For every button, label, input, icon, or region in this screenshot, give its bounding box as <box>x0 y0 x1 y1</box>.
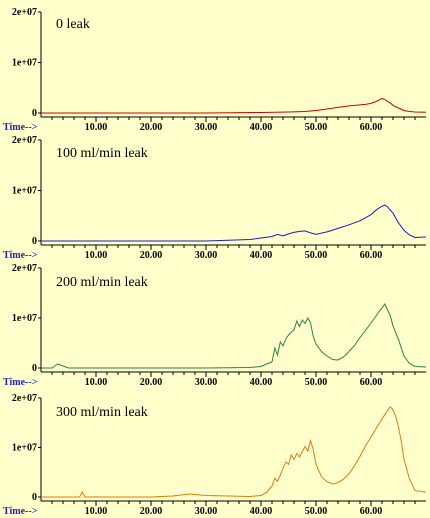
x-tick-label: 40.00 <box>250 122 273 133</box>
panel-title: 300 ml/min leak <box>56 405 148 420</box>
y-tick-label: 0 <box>32 492 37 503</box>
panel-title: 200 ml/min leak <box>56 275 148 290</box>
x-tick-label: 40.00 <box>250 377 273 388</box>
x-tick-label: 60.00 <box>360 122 383 133</box>
x-tick-label: 30.00 <box>195 506 218 517</box>
axes: 2e+07 1e+07 0 10.00 20.00 30.00 40.00 50.00 60.0… <box>3 263 426 388</box>
x-tick-label: 10.00 <box>85 122 108 133</box>
y-tick-label: 2e+07 <box>12 263 37 274</box>
panel-200-leak: 200 ml/min leak 2e+07 1e+07 0 10.00 20.00 30.… <box>3 263 427 388</box>
panel-title: 100 ml/min leak <box>56 146 148 161</box>
y-tick-label: 1e+07 <box>12 443 37 454</box>
x-tick-label: 20.00 <box>140 506 163 517</box>
y-tick-label: 2e+07 <box>12 135 37 146</box>
x-tick-label: 10.00 <box>85 250 108 261</box>
y-tick-label: 1e+07 <box>12 313 37 324</box>
x-tick-label: 50.00 <box>305 377 328 388</box>
x-tick-label: 60.00 <box>360 377 383 388</box>
y-tick-label: 0 <box>32 236 37 247</box>
x-tick-label: 20.00 <box>140 250 163 261</box>
panel-title: 0 leak <box>56 17 90 32</box>
series-line <box>41 97 427 114</box>
x-tick-label: 60.00 <box>360 506 383 517</box>
y-tick-label: 1e+07 <box>12 58 37 69</box>
x-tick-label: 60.00 <box>360 250 383 261</box>
x-axis-label: Time--> <box>3 250 38 261</box>
y-tick-label: 2e+07 <box>12 393 37 404</box>
x-tick-label: 30.00 <box>195 122 218 133</box>
panel-100-leak: 100 ml/min leak 2e+07 1e+07 0 10.00 20.00 30.… <box>3 135 427 261</box>
x-tick-label: 30.00 <box>195 377 218 388</box>
x-tick-label: 50.00 <box>305 250 328 261</box>
x-axis-label: Time--> <box>3 122 38 133</box>
x-tick-label: 50.00 <box>305 122 328 133</box>
x-tick-label: 50.00 <box>305 506 328 517</box>
x-tick-label: 30.00 <box>195 250 218 261</box>
x-tick-label: 20.00 <box>140 377 163 388</box>
y-tick-label: 0 <box>32 363 37 374</box>
x-tick-label: 10.00 <box>85 377 108 388</box>
axes: 2e+07 1e+07 0 10.00 20.00 30.00 40.00 50.00 60.0… <box>3 135 426 261</box>
x-tick-label: 40.00 <box>250 250 273 261</box>
y-tick-label: 1e+07 <box>12 186 37 197</box>
panel-300-leak: 300 ml/min leak 2e+07 1e+07 0 10.00 20.00 30.… <box>3 393 427 517</box>
x-axis-label: Time--> <box>3 506 38 517</box>
series-line <box>41 204 427 242</box>
series-line <box>41 406 427 498</box>
y-tick-label: 2e+07 <box>12 7 37 18</box>
x-tick-label: 10.00 <box>85 506 108 517</box>
panel-0-leak: 0 leak 2e+07 1e+07 0 10.00 20.00 30.00 40.00 50… <box>3 7 427 133</box>
y-tick-label: 0 <box>32 108 37 119</box>
series-line <box>41 302 427 369</box>
x-axis-label: Time--> <box>3 377 38 388</box>
axes: 2e+07 1e+07 0 10.00 20.00 30.00 40.00 50.00 60.0… <box>3 7 426 133</box>
axes: 2e+07 1e+07 0 10.00 20.00 30.00 40.00 50.00 60.0… <box>3 393 426 517</box>
x-tick-label: 20.00 <box>140 122 163 133</box>
x-tick-label: 40.00 <box>250 506 273 517</box>
